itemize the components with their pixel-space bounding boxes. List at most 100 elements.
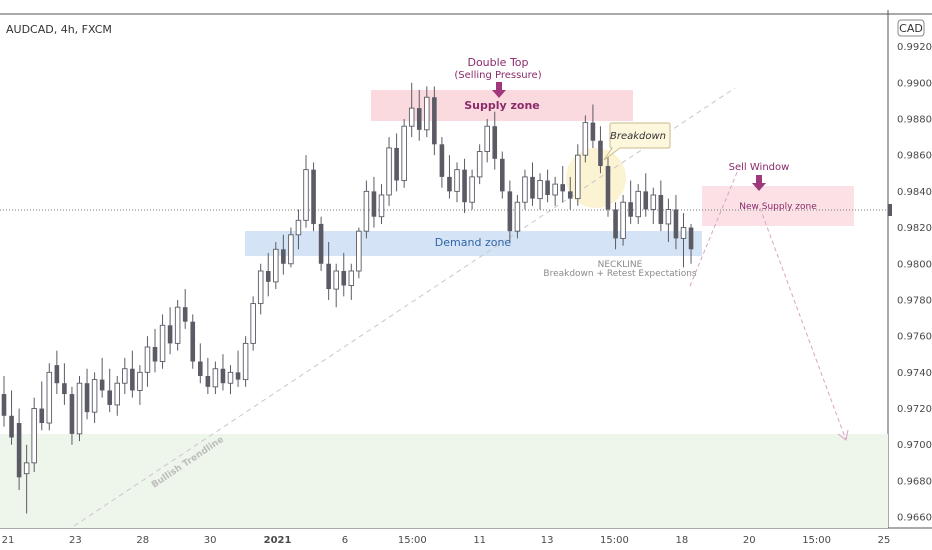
candle-body	[378, 194, 385, 218]
candle	[545, 169, 550, 203]
candle-body	[462, 169, 467, 203]
candle-body	[484, 125, 490, 152]
candle-body	[560, 184, 565, 192]
candle	[182, 289, 188, 329]
x-tick-label: 21	[2, 535, 15, 546]
x-tick-label: 2021	[264, 535, 292, 546]
x-tick-label: 6	[342, 535, 348, 546]
candle	[99, 357, 105, 398]
candle-body	[212, 368, 219, 388]
x-tick-label: 30	[204, 535, 217, 546]
candle-body	[582, 122, 589, 156]
candle-body	[31, 408, 37, 464]
candle-body	[469, 176, 475, 203]
candle-body	[665, 209, 672, 225]
candle-body	[23, 462, 30, 475]
candle	[62, 363, 67, 405]
breakdown-label: Breakdown	[610, 131, 666, 142]
candle	[31, 397, 37, 472]
candle	[688, 223, 694, 264]
candle	[378, 184, 385, 224]
candle	[250, 296, 256, 351]
candle-body	[235, 372, 241, 380]
candle-body	[416, 108, 422, 130]
candle-body	[500, 158, 505, 192]
candle	[590, 104, 596, 148]
candle	[348, 263, 355, 300]
sell-window-label: Sell Window	[729, 162, 790, 173]
lower-zone	[0, 434, 888, 528]
candle	[76, 375, 83, 442]
candle-body	[688, 227, 694, 250]
candle	[39, 381, 45, 431]
candle	[507, 180, 513, 243]
candle-body	[16, 423, 22, 478]
candle-body	[167, 325, 173, 344]
candle-body	[1, 394, 7, 416]
candle-body	[227, 371, 234, 384]
candle-body	[220, 368, 226, 384]
bullish-trendline	[73, 87, 736, 527]
candle-body	[567, 191, 573, 199]
candle-body	[69, 394, 75, 434]
double-top-arrow	[492, 82, 506, 98]
candle	[492, 111, 498, 170]
candle-body	[281, 249, 286, 264]
candle	[1, 375, 7, 427]
candle	[198, 343, 203, 384]
candle-body	[114, 382, 120, 406]
candle-body	[198, 361, 203, 376]
candle-body	[507, 191, 513, 232]
candle-body	[613, 209, 618, 239]
candle-body	[144, 346, 151, 373]
candle	[23, 444, 30, 514]
candle-body	[303, 169, 309, 221]
candle-body	[9, 415, 14, 438]
candle-body	[545, 180, 550, 195]
candle	[424, 86, 430, 138]
candle	[530, 162, 535, 206]
candle-body	[242, 342, 249, 381]
candle-body	[628, 202, 633, 217]
candle-body	[341, 271, 347, 286]
projection-arrowhead	[837, 429, 849, 441]
candle	[137, 365, 143, 405]
candle	[84, 368, 90, 420]
candle	[46, 363, 53, 431]
candle	[341, 252, 347, 297]
candle	[303, 155, 309, 228]
currency-badge[interactable]	[897, 19, 925, 37]
candle-body	[333, 270, 339, 290]
candle-body	[650, 194, 657, 210]
y-tick-label: 0.96600	[897, 513, 932, 524]
x-tick-label: 15:00	[802, 535, 831, 546]
candle	[174, 299, 181, 351]
neckline-label: NECKLINE	[598, 260, 643, 270]
x-tick-label: 13	[541, 535, 554, 546]
selling-pressure-label: (Selling Pressure)	[454, 70, 541, 81]
candles	[1, 82, 694, 514]
candle-body	[84, 383, 90, 413]
new-supply-zone-label: New Supply zone	[739, 202, 817, 212]
candle-body	[530, 176, 535, 199]
candle	[476, 144, 483, 185]
candle	[408, 82, 415, 138]
time-axis-ticks: 21 23 28 30 2021 6 15:00 11 13 15:00 18 20 15:00 25	[2, 535, 891, 546]
candle	[9, 390, 14, 445]
candle	[326, 242, 331, 300]
candle-body	[424, 96, 430, 131]
candle-body	[326, 263, 331, 290]
candle	[356, 227, 362, 279]
candle-body	[680, 227, 687, 239]
candle	[462, 158, 467, 214]
candle-body	[454, 169, 460, 192]
candle-body	[658, 194, 664, 224]
